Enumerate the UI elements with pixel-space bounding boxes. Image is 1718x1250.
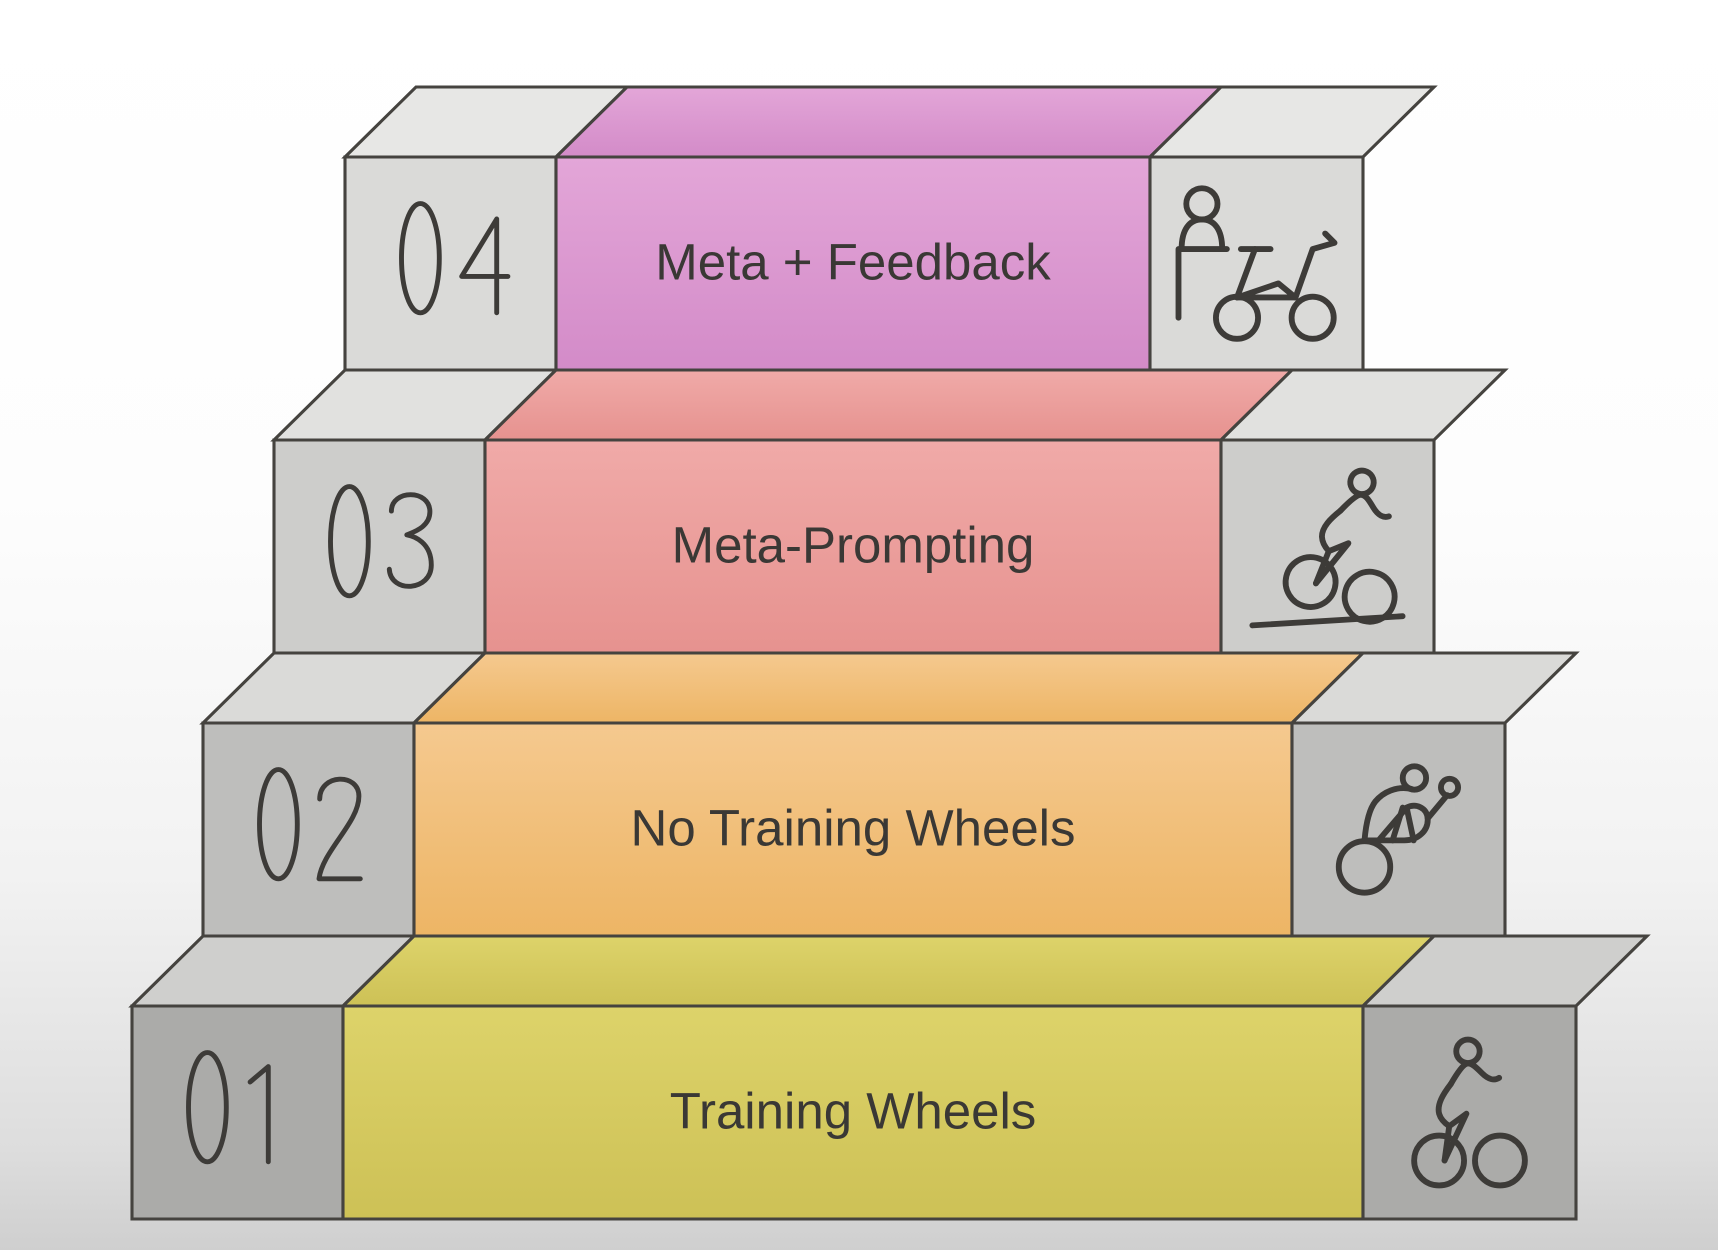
svg-text:Meta + Feedback: Meta + Feedback [655, 234, 1051, 291]
svg-text:Training Wheels: Training Wheels [670, 1083, 1037, 1140]
svg-text:Meta-Prompting: Meta-Prompting [672, 517, 1035, 574]
svg-text:No Training Wheels: No Training Wheels [630, 800, 1075, 857]
